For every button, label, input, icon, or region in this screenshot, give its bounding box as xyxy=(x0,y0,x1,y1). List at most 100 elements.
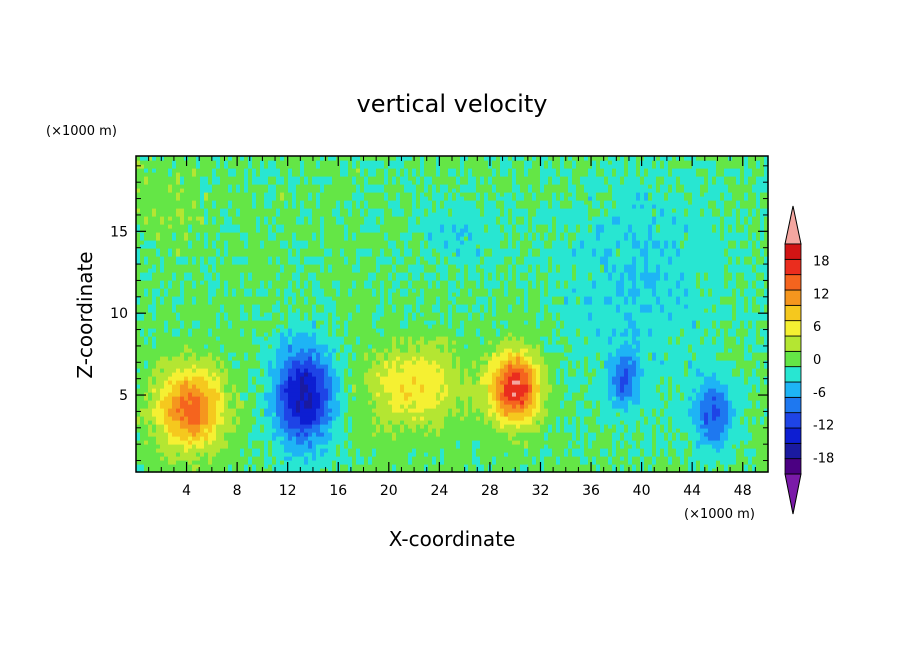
heatmap-cell xyxy=(324,340,329,345)
heatmap-cell xyxy=(308,316,313,321)
heatmap-cell xyxy=(264,208,269,213)
heatmap-cell xyxy=(192,384,197,389)
heatmap-cell xyxy=(168,212,173,217)
heatmap-cell xyxy=(336,316,341,321)
heatmap-cell xyxy=(300,180,305,185)
heatmap-cell xyxy=(144,260,149,265)
heatmap-cell xyxy=(292,248,297,253)
heatmap-cell xyxy=(212,240,217,245)
heatmap-cell xyxy=(228,364,233,369)
heatmap-cell xyxy=(312,292,317,297)
heatmap-cell xyxy=(376,268,381,273)
heatmap-cell xyxy=(320,244,325,249)
heatmap-cell xyxy=(164,220,169,225)
heatmap-cell xyxy=(176,424,181,429)
heatmap-cell xyxy=(196,244,201,249)
heatmap-cell xyxy=(252,220,257,225)
heatmap-cell xyxy=(176,456,181,461)
heatmap-cell xyxy=(200,300,205,305)
heatmap-cell xyxy=(292,336,297,341)
heatmap-cell xyxy=(308,172,313,177)
heatmap-cell xyxy=(364,424,369,429)
heatmap-cell xyxy=(232,448,237,453)
heatmap-cell xyxy=(240,412,245,417)
heatmap-cell xyxy=(184,456,189,461)
heatmap-cell xyxy=(156,240,161,245)
heatmap-cell xyxy=(224,412,229,417)
heatmap-cell xyxy=(300,460,305,465)
heatmap-cell xyxy=(232,224,237,229)
heatmap-cell xyxy=(184,432,189,437)
heatmap-cell xyxy=(160,468,165,473)
heatmap-cell xyxy=(320,448,325,453)
heatmap-cell xyxy=(252,440,257,445)
heatmap-cell xyxy=(324,216,329,221)
heatmap-cell xyxy=(360,328,365,333)
heatmap-cell xyxy=(372,356,377,361)
heatmap-cell xyxy=(244,252,249,257)
heatmap-cell xyxy=(148,364,153,369)
heatmap-cell xyxy=(172,400,177,405)
heatmap-cell xyxy=(136,280,141,285)
heatmap-cell xyxy=(272,300,277,305)
heatmap-cell xyxy=(328,180,333,185)
heatmap-cell xyxy=(144,340,149,345)
heatmap-cell xyxy=(316,316,321,321)
heatmap-cell xyxy=(364,156,369,161)
heatmap-cell xyxy=(224,228,229,233)
heatmap-cell xyxy=(344,284,349,289)
heatmap-cell xyxy=(368,276,373,281)
heatmap-cell xyxy=(320,200,325,205)
heatmap-cell xyxy=(376,244,381,249)
heatmap-cell xyxy=(192,256,197,261)
heatmap-cell xyxy=(240,400,245,405)
heatmap-cell xyxy=(136,192,141,197)
heatmap-cell xyxy=(136,184,141,189)
heatmap-cell xyxy=(212,380,217,385)
heatmap-cell xyxy=(292,268,297,273)
heatmap-cell xyxy=(204,256,209,261)
heatmap-cell xyxy=(324,332,329,337)
heatmap-cell xyxy=(176,396,181,401)
heatmap-cell xyxy=(316,228,321,233)
heatmap-cell xyxy=(244,324,249,329)
heatmap-cell xyxy=(308,340,313,345)
heatmap-cell xyxy=(336,268,341,273)
heatmap-cell xyxy=(176,316,181,321)
heatmap-cell xyxy=(248,356,253,361)
heatmap-cell xyxy=(264,408,269,413)
heatmap-cell xyxy=(284,188,289,193)
heatmap-cell xyxy=(232,308,237,313)
heatmap-cell xyxy=(268,208,273,213)
heatmap-cell xyxy=(248,172,253,177)
heatmap-cell xyxy=(300,256,305,261)
heatmap-cell xyxy=(284,392,289,397)
heatmap-cell xyxy=(276,316,281,321)
heatmap-cell xyxy=(212,296,217,301)
heatmap-cell xyxy=(136,420,141,425)
heatmap-cell xyxy=(176,256,181,261)
heatmap-cell xyxy=(352,176,357,181)
heatmap-cell xyxy=(244,444,249,449)
heatmap-cell xyxy=(288,324,293,329)
heatmap-cell xyxy=(320,180,325,185)
heatmap-cell xyxy=(352,232,357,237)
heatmap-cell xyxy=(332,428,337,433)
heatmap-cell xyxy=(268,388,273,393)
heatmap-cell xyxy=(284,180,289,185)
heatmap-cell xyxy=(160,416,165,421)
heatmap-cell xyxy=(352,212,357,217)
heatmap-cell xyxy=(236,236,241,241)
heatmap-cell xyxy=(180,444,185,449)
heatmap-cell xyxy=(168,380,173,385)
heatmap-cell xyxy=(188,200,193,205)
heatmap-cell xyxy=(276,408,281,413)
heatmap-cell xyxy=(324,392,329,397)
heatmap-cell xyxy=(232,252,237,257)
heatmap-cell xyxy=(316,168,321,173)
heatmap-cell xyxy=(216,468,221,473)
heatmap-cell xyxy=(216,208,221,213)
heatmap-cell xyxy=(248,196,253,201)
heatmap-cell xyxy=(200,184,205,189)
heatmap-cell xyxy=(152,380,157,385)
